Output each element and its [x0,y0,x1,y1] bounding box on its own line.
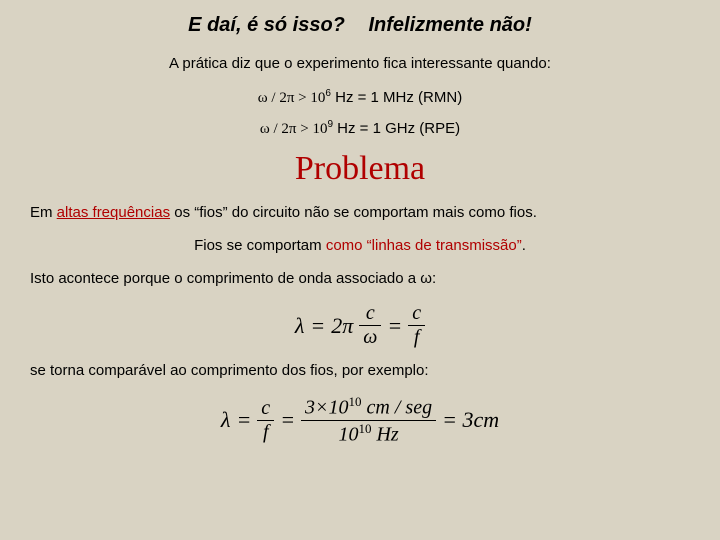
eq1-eq2: = [387,313,402,339]
eq2-eq2: = [280,407,295,433]
eq2-den2: 1010 Hz [334,422,402,446]
title-left: E daí, é só isso? [188,14,345,36]
p2-a: Fios se comportam [194,237,326,254]
eq2-eq1: = [236,407,251,433]
condition-rpe: ω / 2π > 109 Hz = 1 GHz (RPE) [30,119,690,138]
p1-b: os “fios” do circuito não se comportam m… [170,204,537,221]
cond1-pre: ω / 2π > 10 [258,90,326,106]
eq1-eq1: = [310,313,325,339]
eq1-f: f [410,327,424,348]
p2-b: . [522,237,526,254]
title-right: Infelizmente não! [368,14,531,36]
eq2-f: f [259,422,273,443]
eq1-c2: c [408,303,425,324]
condition-rmn: ω / 2π > 106 Hz = 1 MHz (RMN) [30,88,690,107]
eq2-frac1: c f [257,398,274,443]
eq2-frac2: 3×1010 cm / seg 1010 Hz [301,395,436,445]
eq1-lhs: λ [295,313,305,339]
cond1-post: Hz = 1 MHz (RMN) [331,89,462,106]
eq2-rhs: = 3cm [442,407,499,433]
cond2-post: Hz = 1 GHz (RPE) [333,120,460,137]
problema-heading: Problema [30,150,690,188]
equation-lambda: λ = 2π c ω = c f [30,303,690,348]
paragraph-transmission: Fios se comportam como “linhas de transm… [30,237,690,254]
paragraph-example-intro: se torna comparável ao comprimento dos f… [30,362,690,379]
p1-a: Em [30,204,57,221]
cond2-pre: ω / 2π > 10 [260,121,328,137]
equation-example: λ = c f = 3×1010 cm / seg 1010 Hz = 3cm [30,395,690,445]
eq1-omega: ω [359,327,381,348]
title-row: E daí, é só isso? Infelizmente não! [30,14,690,37]
eq1-c1: c [362,303,379,324]
paragraph-wavelength-intro: Isto acontece porque o comprimento de on… [30,270,690,287]
eq2-num2: 3×1010 cm / seg [301,395,436,419]
eq1-2pi: 2π [331,313,353,339]
eq1-frac1: c ω [359,303,381,348]
eq1-frac2: c f [408,303,425,348]
eq2-lhs: λ [221,407,231,433]
subtitle: A prática diz que o experimento fica int… [30,55,690,72]
p2-hl: como “linhas de transmissão” [326,237,522,254]
p1-highfreq: altas frequências [57,204,170,221]
paragraph-high-freq: Em altas frequências os “fios” do circui… [30,204,690,221]
eq2-c: c [257,398,274,419]
